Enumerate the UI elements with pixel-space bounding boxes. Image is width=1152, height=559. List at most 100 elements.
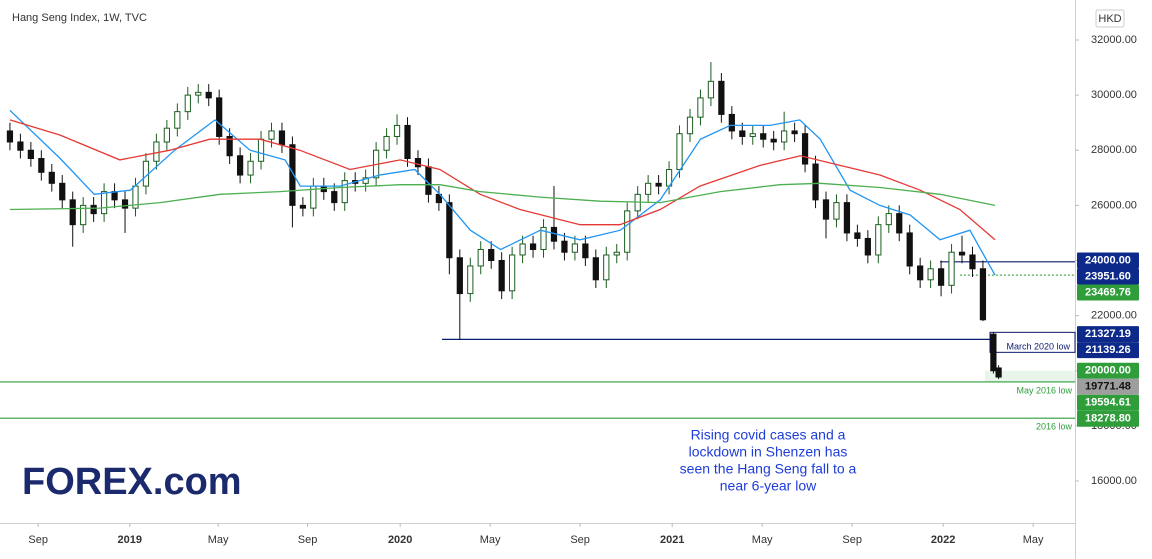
candle-body bbox=[885, 213, 892, 226]
candle-body bbox=[843, 202, 851, 234]
candle-body bbox=[969, 254, 976, 270]
candle-body bbox=[995, 367, 1002, 378]
candle-body bbox=[498, 259, 505, 292]
x-tick-label: Sep bbox=[298, 534, 318, 546]
candle-body bbox=[435, 193, 443, 204]
candle-body bbox=[174, 111, 181, 129]
candle-body bbox=[864, 237, 871, 256]
candle-body bbox=[906, 232, 913, 267]
annotation: seen the Hang Seng fall to a bbox=[680, 461, 857, 477]
candle-body bbox=[153, 141, 160, 162]
candle-body bbox=[812, 163, 819, 201]
candle-body bbox=[613, 251, 620, 256]
candle-body bbox=[917, 265, 924, 281]
candle-body bbox=[393, 124, 401, 137]
candle-body bbox=[59, 182, 66, 201]
price-label-box bbox=[1077, 252, 1139, 269]
x-tick-label: 2020 bbox=[388, 534, 412, 546]
price-label-box bbox=[1077, 342, 1139, 359]
candle-body bbox=[822, 199, 830, 220]
candle-body bbox=[760, 133, 767, 140]
candle-body bbox=[603, 254, 610, 281]
candle-body bbox=[927, 268, 934, 281]
candle-body bbox=[17, 141, 24, 151]
candle-body bbox=[278, 130, 286, 146]
candle-body bbox=[247, 160, 254, 176]
candle-body bbox=[582, 243, 589, 259]
candle-body bbox=[236, 155, 244, 176]
candle-body bbox=[456, 257, 463, 295]
price-label-box bbox=[1077, 284, 1139, 301]
x-tick-label: 2019 bbox=[117, 534, 141, 546]
candle-body bbox=[833, 202, 840, 220]
candle-body bbox=[488, 248, 495, 261]
candle-body bbox=[226, 135, 233, 157]
candle-body bbox=[749, 133, 756, 137]
y-tick-label: 32000.00 bbox=[1091, 34, 1137, 46]
level-label: 2016 low bbox=[1036, 422, 1073, 432]
price-label: 23951.60 bbox=[1085, 270, 1131, 282]
y-tick-label: 26000.00 bbox=[1091, 199, 1137, 211]
x-tick-label: Sep bbox=[28, 534, 48, 546]
candle-body bbox=[216, 97, 223, 137]
candle-body bbox=[268, 130, 275, 140]
candle-body bbox=[289, 144, 296, 206]
candle-body bbox=[519, 243, 526, 256]
currency-box bbox=[1095, 9, 1125, 28]
x-tick-label: May bbox=[1023, 534, 1044, 546]
candle-body bbox=[299, 204, 306, 209]
candle-body bbox=[331, 191, 338, 204]
price-label: 23469.76 bbox=[1085, 286, 1131, 298]
candle-body bbox=[205, 91, 212, 99]
price-label-box bbox=[1077, 378, 1139, 395]
price-label-box bbox=[1077, 326, 1139, 343]
candle-body bbox=[571, 243, 579, 253]
candle-body bbox=[69, 199, 76, 226]
price-label: 19594.61 bbox=[1085, 397, 1131, 409]
candle-body bbox=[739, 130, 746, 137]
candle-body bbox=[404, 124, 411, 160]
x-tick-label: Sep bbox=[570, 534, 590, 546]
candle-body bbox=[937, 268, 945, 286]
candle-body bbox=[509, 254, 516, 292]
y-tick-label: 30000.00 bbox=[1091, 89, 1137, 101]
candle-body bbox=[184, 94, 191, 113]
candle-body bbox=[707, 80, 715, 99]
price-label: 24000.00 bbox=[1085, 254, 1131, 266]
candle-body bbox=[341, 180, 348, 204]
candle-body bbox=[195, 91, 202, 96]
price-label: 18278.80 bbox=[1085, 413, 1131, 425]
candle-body bbox=[362, 177, 369, 184]
currency: HKD bbox=[1098, 13, 1121, 25]
x-tick-label: 2022 bbox=[931, 534, 955, 546]
candle-body bbox=[728, 113, 735, 132]
x-tick-label: May bbox=[752, 534, 773, 546]
candle-body bbox=[38, 158, 45, 173]
moving-average bbox=[9, 109, 996, 276]
candle-body bbox=[477, 248, 484, 267]
price-label-box bbox=[1077, 362, 1139, 379]
price-label: 21327.19 bbox=[1085, 328, 1131, 340]
moving-average bbox=[9, 182, 996, 211]
candle-body bbox=[592, 257, 599, 281]
candle-body bbox=[257, 138, 265, 162]
y-tick-label: 28000.00 bbox=[1091, 144, 1137, 156]
candle-body bbox=[529, 243, 537, 250]
price-label-box bbox=[1077, 394, 1139, 411]
candle-body bbox=[948, 251, 955, 286]
candle-body bbox=[540, 226, 547, 250]
price-label-box bbox=[1077, 268, 1139, 285]
candle-body bbox=[6, 130, 14, 143]
candle-body bbox=[27, 149, 34, 160]
candle-body bbox=[854, 232, 861, 239]
candle-body bbox=[875, 224, 882, 256]
annotation: Rising covid cases and a bbox=[691, 427, 846, 443]
candle-body bbox=[770, 138, 777, 143]
candle-body bbox=[414, 158, 422, 168]
moving-average bbox=[9, 119, 996, 241]
candle-body bbox=[90, 204, 97, 215]
price-label: 20000.00 bbox=[1085, 365, 1131, 377]
candle-body bbox=[383, 135, 390, 151]
